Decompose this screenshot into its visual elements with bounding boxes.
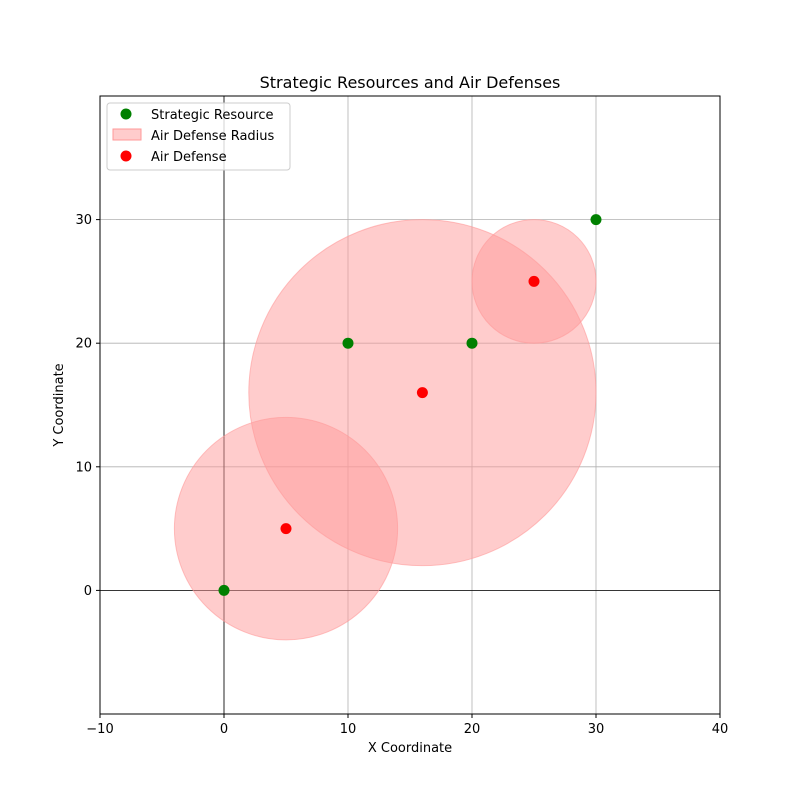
air-defense-point [416, 387, 428, 399]
air-defense-point [528, 275, 540, 287]
point-layer [218, 214, 602, 596]
x-tick-label: 30 [588, 722, 605, 737]
strategic-resource-point [590, 214, 602, 226]
y-tick-label: 10 [75, 460, 92, 475]
x-tick-label: 20 [464, 722, 481, 737]
legend: Strategic Resource Air Defense Radius Ai… [106, 102, 291, 171]
legend-resource-label: Strategic Resource [151, 108, 274, 123]
legend-radius-label: Air Defense Radius [151, 129, 275, 144]
strategic-resource-point [342, 337, 354, 349]
legend-resource-marker [120, 108, 132, 120]
x-tick-label: 0 [220, 722, 228, 737]
strategic-resource-point [466, 337, 478, 349]
legend-defense-marker [120, 150, 132, 162]
y-axis-label: Y Coordinate [52, 363, 67, 447]
x-axis-label: X Coordinate [368, 741, 452, 756]
x-tick-label: 40 [712, 722, 729, 737]
chart-title: Strategic Resources and Air Defenses [260, 73, 561, 92]
legend-radius-swatch [112, 128, 142, 141]
strategic-resource-point [218, 584, 230, 596]
y-tick-label: 20 [75, 337, 92, 352]
legend-box [106, 102, 291, 171]
x-tick-label: −10 [86, 722, 113, 737]
ticks: −10 0 10 20 30 40 0 10 20 30 [75, 213, 728, 737]
y-tick-label: 0 [84, 584, 92, 599]
plot-frame [99, 95, 721, 715]
air-defense-point [280, 523, 292, 535]
x-tick-label: 10 [340, 722, 357, 737]
legend-defense-label: Air Defense [151, 150, 227, 165]
y-tick-label: 30 [75, 213, 92, 228]
